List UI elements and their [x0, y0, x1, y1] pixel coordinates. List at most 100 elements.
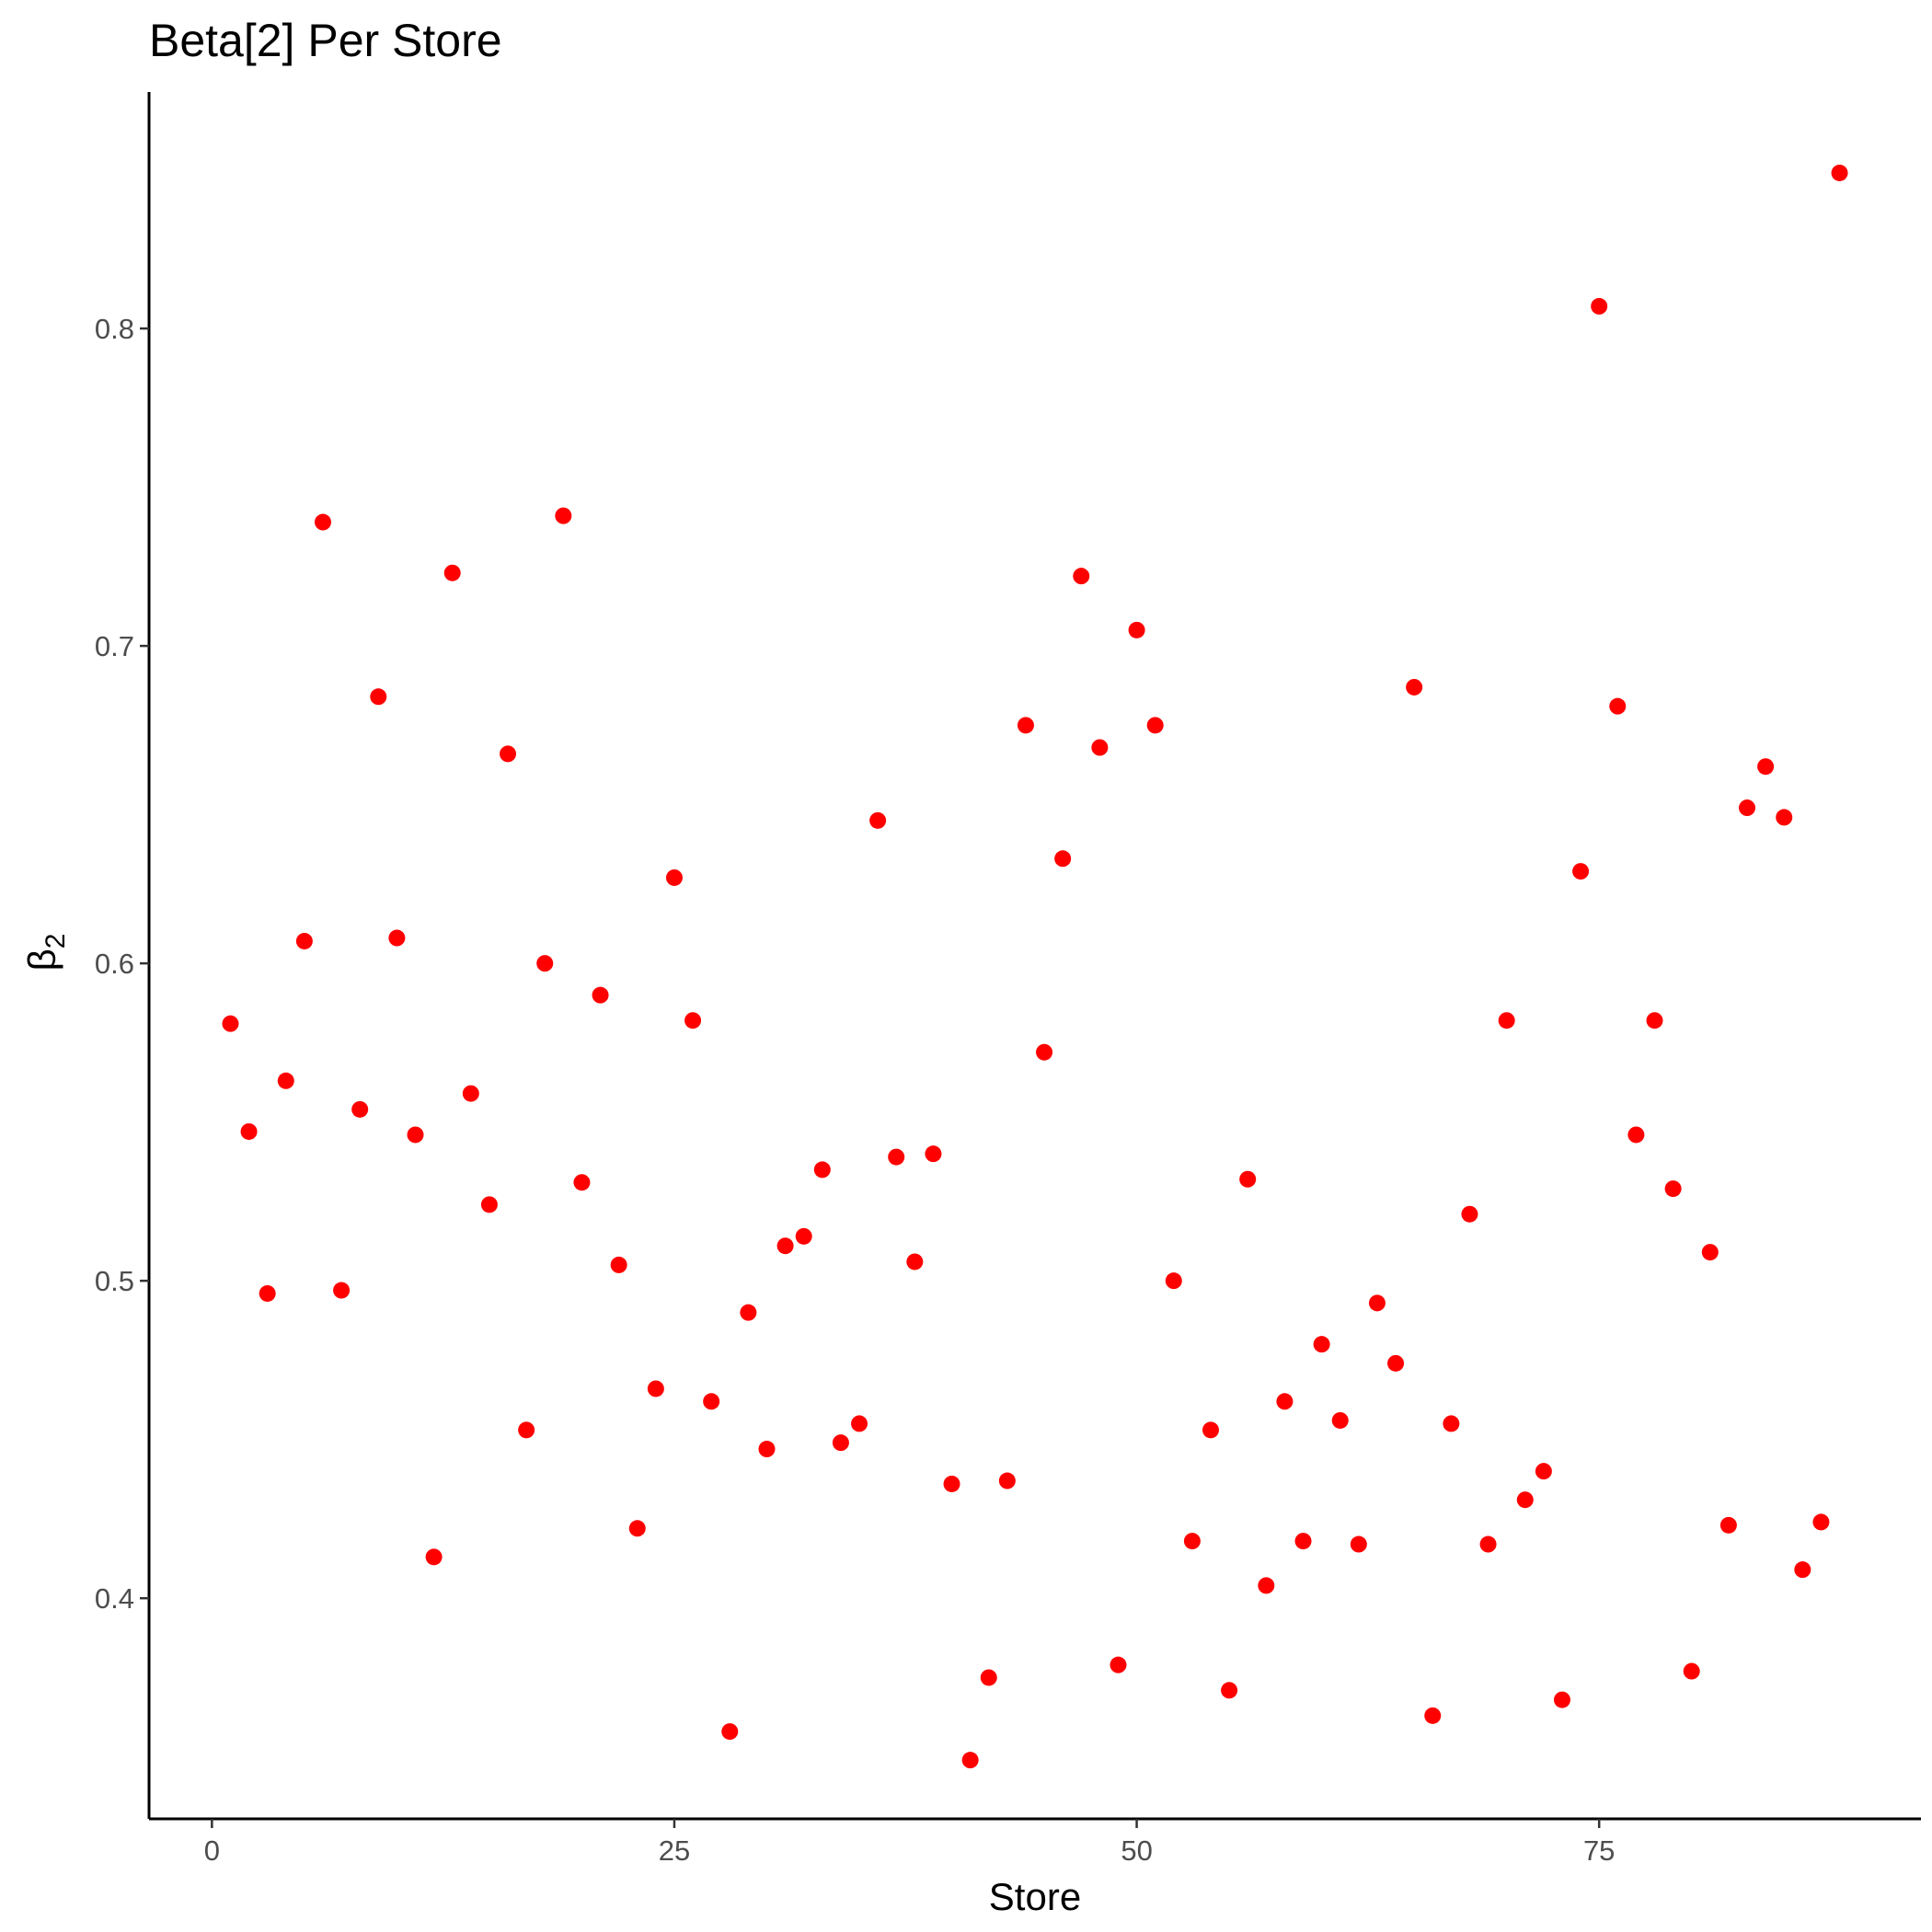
data-point — [314, 513, 331, 531]
data-point — [1572, 863, 1590, 880]
data-point — [1258, 1577, 1275, 1594]
y-axis-title: β2 — [20, 934, 71, 972]
data-point — [1294, 1533, 1312, 1550]
data-point — [943, 1475, 960, 1492]
data-point — [1350, 1535, 1367, 1553]
y-tick-label: 0.7 — [95, 630, 134, 662]
data-point — [1739, 799, 1756, 817]
y-tick-label: 0.5 — [95, 1265, 134, 1297]
data-point — [443, 564, 461, 581]
data-point — [684, 1012, 702, 1029]
data-point — [1424, 1707, 1442, 1724]
data-point — [869, 811, 887, 829]
y-axis-title-symbol: β — [20, 949, 63, 971]
data-point — [1054, 850, 1072, 868]
data-point — [888, 1148, 905, 1166]
data-point — [573, 1174, 591, 1191]
data-point — [1498, 1012, 1515, 1029]
data-point — [370, 688, 387, 706]
data-point — [795, 1227, 812, 1245]
data-point — [1128, 621, 1145, 638]
data-point — [758, 1441, 776, 1458]
y-axis-title-subscript: 2 — [40, 934, 71, 949]
data-point — [592, 986, 609, 1004]
data-point — [500, 745, 517, 763]
x-tick-label: 75 — [1583, 1834, 1615, 1867]
data-point — [425, 1548, 443, 1566]
data-point — [1221, 1682, 1238, 1699]
data-point — [1183, 1533, 1201, 1550]
data-point — [1331, 1411, 1349, 1429]
data-point — [1073, 568, 1090, 585]
data-point — [1591, 297, 1608, 315]
y-axis: 0.4 0.5 0.6 0.7 0.8 — [95, 313, 149, 1615]
data-point — [647, 1380, 664, 1397]
data-point — [259, 1284, 276, 1302]
y-tick-label: 0.8 — [95, 313, 134, 345]
data-point — [851, 1415, 868, 1432]
data-point — [1239, 1170, 1257, 1188]
data-point — [628, 1520, 646, 1537]
data-point — [1406, 678, 1423, 696]
data-point — [1719, 1516, 1737, 1534]
y-tick-label: 0.4 — [95, 1582, 134, 1615]
data-point — [1776, 809, 1793, 826]
data-point — [1553, 1691, 1570, 1708]
data-point — [721, 1723, 739, 1741]
data-point — [1479, 1535, 1497, 1553]
x-axis-title: Store — [989, 1875, 1081, 1918]
data-point — [703, 1393, 720, 1410]
x-tick-label: 0 — [204, 1834, 220, 1867]
data-point — [1683, 1662, 1700, 1680]
data-point — [518, 1421, 535, 1439]
data-point — [1831, 164, 1848, 181]
data-point — [1387, 1354, 1405, 1372]
data-point — [1646, 1012, 1663, 1029]
data-point — [1757, 758, 1775, 776]
data-point — [665, 868, 683, 886]
data-point — [351, 1100, 369, 1118]
data-point — [1276, 1393, 1294, 1410]
data-point — [295, 932, 313, 949]
data-point — [961, 1752, 979, 1769]
data-point — [813, 1161, 831, 1179]
data-point — [906, 1253, 924, 1271]
data-point — [222, 1015, 239, 1032]
data-point — [1368, 1294, 1386, 1312]
y-tick-label: 0.6 — [95, 948, 134, 980]
data-point — [536, 955, 554, 972]
data-point — [1516, 1491, 1534, 1509]
data-point — [1535, 1463, 1552, 1480]
data-point — [1461, 1205, 1478, 1223]
chart-title: Beta[2] Per Store — [149, 15, 502, 66]
data-point — [740, 1304, 757, 1321]
data-point — [1627, 1126, 1645, 1144]
data-point — [980, 1669, 997, 1686]
data-point — [388, 929, 406, 947]
data-point — [1313, 1336, 1330, 1353]
data-point — [925, 1145, 942, 1163]
data-point — [333, 1282, 351, 1299]
data-point — [1812, 1513, 1830, 1531]
data-point — [1202, 1421, 1219, 1439]
data-point — [277, 1072, 294, 1089]
data-point — [1443, 1415, 1460, 1432]
data-point — [832, 1434, 849, 1452]
x-axis: 0 25 50 75 — [204, 1819, 1615, 1867]
data-point — [1165, 1272, 1182, 1290]
data-point — [480, 1196, 498, 1213]
data-point — [1146, 717, 1164, 734]
data-point — [1701, 1244, 1719, 1261]
data-point — [1110, 1656, 1127, 1673]
plot-area — [222, 164, 1848, 1769]
x-tick-label: 25 — [659, 1834, 690, 1867]
data-point — [1609, 697, 1627, 715]
data-point — [555, 507, 572, 524]
data-point — [610, 1256, 627, 1273]
data-point — [1017, 717, 1034, 734]
data-point — [1091, 739, 1109, 756]
x-tick-label: 50 — [1121, 1834, 1152, 1867]
data-point — [1794, 1561, 1811, 1579]
data-point — [407, 1126, 424, 1144]
data-point — [1036, 1043, 1053, 1061]
